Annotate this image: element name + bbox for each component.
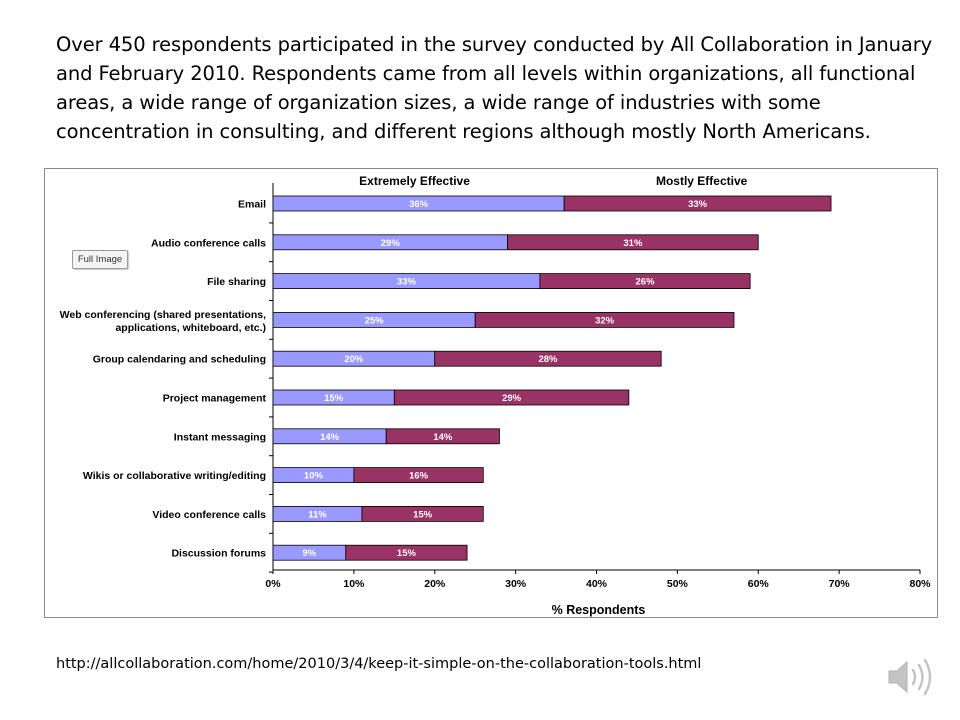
bar-value-label: 25% — [365, 315, 385, 326]
bar-value-label: 14% — [320, 432, 340, 443]
bar-value-label: 29% — [381, 238, 401, 249]
bar-value-label: 36% — [409, 199, 429, 210]
x-tick-label: 0% — [265, 578, 281, 590]
x-tick-label: 50% — [667, 578, 689, 590]
x-tick-label: 20% — [424, 578, 446, 590]
bar-value-label: 26% — [636, 277, 656, 288]
category-label: Instant messaging — [174, 431, 266, 443]
full-image-button[interactable]: Full Image — [72, 250, 128, 269]
bar-value-label: 14% — [433, 432, 453, 443]
x-tick-label: 40% — [586, 578, 608, 590]
bar-mostly-effective — [539, 273, 751, 289]
stacked-bar-chart: 0% 10% 20% 30% 40% 50% 60% 70% 80% % Respondents E… — [60, 174, 932, 617]
category-label: Audio conference calls — [151, 237, 266, 249]
category-label: Wikis or collaborative writing/editing — [83, 470, 266, 482]
category-label: Discussion forums — [171, 548, 266, 560]
bar-mostly-effective — [385, 428, 500, 445]
bar-value-label: 9% — [303, 548, 317, 559]
bar-value-label: 15% — [413, 509, 433, 520]
x-tick-label: 30% — [505, 578, 527, 590]
speaker-icon[interactable] — [887, 657, 939, 697]
bar-mostly-effective — [345, 544, 468, 561]
source-link[interactable]: http://allcollaboration.com/home/2010/3/… — [56, 656, 702, 672]
bar-value-label: 33% — [688, 199, 708, 210]
bar-mostly-effective — [507, 234, 759, 251]
category-label: File sharing — [207, 276, 266, 288]
bar-value-label: 15% — [397, 548, 417, 559]
x-tick-label: 70% — [829, 578, 851, 590]
bar-mostly-effective — [434, 350, 662, 367]
x-tick-label: 60% — [748, 578, 770, 590]
category-label: Project management — [163, 393, 267, 405]
category-label: applications, whiteboard, etc.) — [115, 322, 266, 334]
bar-mostly-effective — [361, 505, 484, 522]
x-tick-label: 80% — [909, 578, 931, 590]
bar-value-label: 15% — [324, 393, 344, 404]
bar-mostly-effective — [393, 389, 630, 406]
bar-value-label: 11% — [308, 509, 327, 520]
category-label: Group calendaring and scheduling — [93, 354, 266, 366]
bar-value-label: 31% — [623, 238, 643, 249]
bar-value-label: 28% — [538, 354, 558, 365]
bar-mostly-effective — [563, 195, 832, 212]
bar-mostly-effective — [474, 311, 735, 328]
bar-value-label: 10% — [304, 471, 324, 482]
series-header-extremely-effective: Extremely Effective — [359, 174, 470, 188]
category-label: Video conference calls — [152, 509, 266, 521]
bar-value-label: 29% — [502, 393, 522, 404]
category-label: Web conferencing (shared presentations, — [60, 309, 266, 321]
category-label: Email — [238, 199, 266, 211]
bar-value-label: 32% — [595, 315, 615, 326]
bar-value-label: 20% — [344, 354, 364, 365]
bar-value-label: 16% — [409, 471, 429, 482]
x-axis-title: % Respondents — [552, 603, 646, 617]
chart-frame: 0% 10% 20% 30% 40% 50% 60% 70% 80% % Respondents E… — [44, 168, 938, 618]
x-tick-label: 10% — [343, 578, 365, 590]
bar-mostly-effective — [353, 467, 484, 484]
intro-paragraph: Over 450 respondents participated in the… — [56, 33, 933, 143]
series-header-mostly-effective: Mostly Effective — [656, 174, 748, 188]
bar-value-label: 33% — [397, 277, 417, 288]
